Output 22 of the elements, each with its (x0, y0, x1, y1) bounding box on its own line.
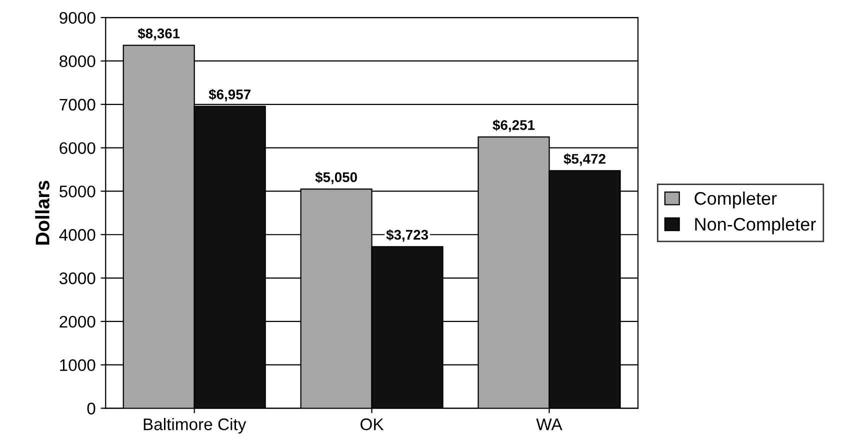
data-label: $3,723 (386, 229, 428, 242)
data-label: $8,361 (138, 28, 180, 40)
legend-label: Completer (694, 192, 777, 208)
data-label: $6,957 (208, 88, 250, 102)
y-tick-label: 7000 (60, 98, 96, 111)
data-label: $5,050 (315, 172, 357, 184)
y-tick-label: 1000 (60, 359, 96, 372)
y-tick-label: 9000 (60, 12, 96, 24)
data-label: $6,251 (492, 120, 535, 132)
x-tick-label: WA (536, 418, 562, 430)
legend-label: Non-Completer (695, 217, 816, 234)
y-tick-label: 6000 (60, 142, 96, 154)
y-tick-label: 3000 (59, 272, 96, 284)
y-tick-label: 8000 (60, 55, 96, 68)
y-tick-label: 2000 (60, 316, 96, 328)
y-axis-title: Dollars (35, 180, 50, 245)
x-tick-label: OK (360, 418, 384, 430)
y-tick-label: 0 (87, 402, 96, 414)
x-tick-label: Baltimore City (144, 418, 246, 434)
y-tick-label: 5000 (59, 186, 96, 198)
data-label: $5,472 (564, 153, 606, 166)
y-tick-label: 4000 (59, 229, 96, 241)
